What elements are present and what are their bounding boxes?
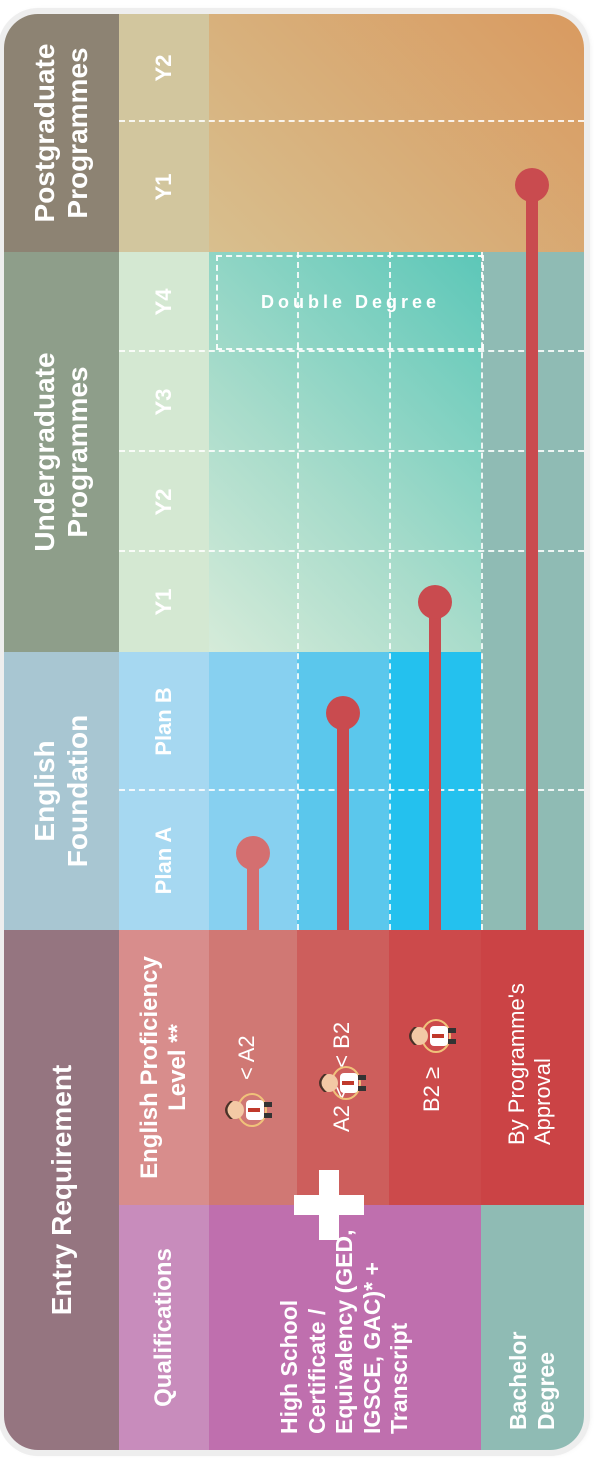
pathway-card: Entry Requirement English Foundation Und… [4,14,584,1450]
double-degree-text: Double Degree [260,292,440,312]
grid-divider-vertical [119,120,584,122]
pathway-bar [526,185,538,930]
proficiency-level-1-label: < A2 [234,1035,259,1080]
grid-divider-vertical [119,350,584,352]
header-entry-requirement: Entry Requirement [4,930,119,1450]
header-postgraduate: Postgraduate Programmes [4,14,119,252]
subheader-ug-y2: Y2 [119,452,209,552]
grid-divider-vertical [119,789,584,791]
grid-divider-vertical [119,450,584,452]
header-undergraduate: Undergraduate Programmes [4,252,119,652]
subheader-pg-y2: Y2 [119,14,209,122]
header-english-foundation: English Foundation [4,652,119,930]
qualification-high-school: High School Certificate / Equivalency (G… [209,1205,481,1450]
student-person-icon [319,1066,366,1100]
pathway-bar [429,602,441,930]
subheader-ug-y4: Y4 [119,252,209,352]
pathway-endpoint-dot [418,585,452,619]
grid-divider-horizontal [481,252,483,930]
subheader-plan-b: Plan B [119,652,209,791]
proficiency-level-3-label: B2 ≥ [419,1066,444,1112]
subheader-english-proficiency: English Proficiency Level ** [119,930,209,1205]
grid-divider-horizontal [297,252,299,930]
pathway-endpoint-dot [236,836,270,870]
subheader-ug-y3: Y3 [119,352,209,452]
qualification-bachelor: Bachelor Degree [481,1205,584,1450]
grid-divider-vertical [119,550,584,552]
pathway-bar [337,713,349,930]
subheader-plan-a: Plan A [119,791,209,930]
subheader-pg-y1: Y1 [119,122,209,252]
pathway-endpoint-dot [515,168,549,202]
subheader-qualifications: Qualifications [119,1205,209,1450]
subheader-ug-y1: Y1 [119,552,209,652]
student-person-icon [225,1093,272,1127]
student-person-icon [409,1019,456,1053]
proficiency-level-4-label: By Programme's Approval [504,983,556,1145]
pathway-endpoint-dot [326,696,360,730]
plus-icon [294,1170,364,1240]
grid-divider-horizontal [389,252,391,930]
